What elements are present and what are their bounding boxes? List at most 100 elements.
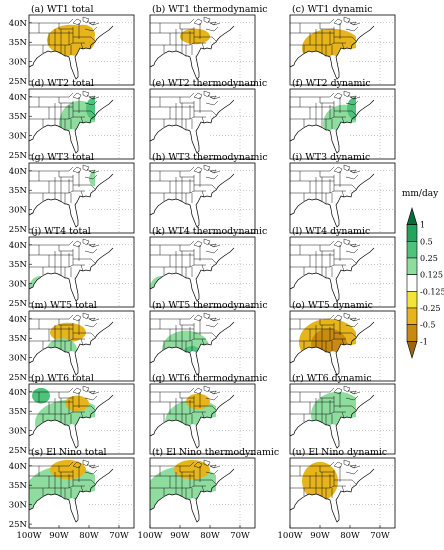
state-border <box>29 92 74 98</box>
state-border <box>73 405 96 411</box>
state-border <box>73 332 96 338</box>
state-border <box>341 411 345 419</box>
lake-outline <box>209 21 217 26</box>
state-border <box>316 42 346 46</box>
state-border <box>201 42 205 50</box>
anomaly-blob <box>186 393 210 410</box>
coastline <box>289 321 375 376</box>
state-border <box>194 332 217 338</box>
state-borders <box>290 164 361 204</box>
lat-tick-label: 35N <box>9 38 28 48</box>
coastline <box>289 247 375 302</box>
lat-tick-label: 30N <box>9 132 28 142</box>
lake-outline <box>193 461 203 469</box>
panel-frame <box>149 162 256 234</box>
lake-outline <box>343 16 351 24</box>
state-border <box>176 264 206 268</box>
state-border <box>84 26 98 32</box>
state-border <box>29 240 74 246</box>
state-border <box>319 23 334 30</box>
state-borders <box>150 385 221 425</box>
panel-background <box>150 15 255 85</box>
lake-outline <box>333 314 343 322</box>
lake-outline <box>193 92 203 100</box>
lat-tick-label: 30N <box>9 427 28 437</box>
panel-background <box>29 237 134 307</box>
state-border <box>150 387 195 393</box>
state-border <box>316 190 346 194</box>
anomaly-blob <box>50 460 86 480</box>
panel-frame <box>289 88 396 160</box>
state-border <box>194 405 217 411</box>
panel-background <box>29 89 134 159</box>
state-border <box>316 264 346 268</box>
lat-tick-label: 30N <box>9 354 28 364</box>
graticule <box>210 391 255 454</box>
lat-tick-label: 40N <box>9 93 28 103</box>
state-border <box>194 184 217 190</box>
state-borders <box>150 16 221 56</box>
state-border <box>80 116 84 124</box>
lat-tick-label: 25N <box>9 299 28 309</box>
lon-tick-label: 70W <box>109 531 129 541</box>
state-border <box>334 479 357 485</box>
graticule <box>350 244 395 307</box>
state-border <box>55 116 85 120</box>
coastline <box>289 468 375 523</box>
map-panel: (f) WT2 dynamic <box>289 78 396 160</box>
lon-tick-label: 70W <box>370 531 390 541</box>
state-borders <box>290 312 361 352</box>
state-borders <box>290 16 361 56</box>
panel-title: (b) WT1 thermodynamic <box>152 4 268 15</box>
panel-background <box>150 89 255 159</box>
state-border <box>150 92 195 98</box>
state-border <box>176 485 206 489</box>
panel-title: (o) WT5 dynamic <box>292 300 373 311</box>
graticule <box>350 96 395 159</box>
state-borders <box>290 385 361 425</box>
state-border <box>345 322 359 328</box>
state-border <box>194 110 217 116</box>
state-border <box>80 190 84 198</box>
coastline <box>149 99 235 154</box>
lat-tick-label: 40N <box>9 19 28 29</box>
coastline <box>149 394 235 449</box>
panel-title: (l) WT4 dynamic <box>292 226 370 237</box>
lake-outline <box>343 385 351 393</box>
lake-outline <box>209 317 217 322</box>
lake-outline <box>193 166 203 174</box>
state-border <box>84 469 98 475</box>
map-panel: (h) WT3 thermodynamic <box>149 152 268 234</box>
lon-tick-label: 80W <box>340 531 360 541</box>
anomaly-blob <box>174 460 210 480</box>
state-border <box>179 466 194 473</box>
state-border <box>290 314 335 320</box>
coastline <box>149 25 235 80</box>
state-border <box>179 245 194 252</box>
lake-outline <box>333 166 343 174</box>
state-borders <box>290 90 361 130</box>
lake-outline <box>343 238 351 246</box>
state-border <box>73 110 96 116</box>
map-panel: (t) El Nino thermodynamic 100W 90W 80W 70W <box>138 447 280 541</box>
map-panel: (l) WT4 dynamic <box>289 226 396 308</box>
state-border <box>205 248 219 254</box>
anomaly-field <box>47 24 95 56</box>
state-border <box>201 264 205 272</box>
map-panel: (k) WT4 thermodynamic <box>149 226 267 308</box>
map-panel: (b) WT1 thermodynamic <box>149 4 268 86</box>
anomaly-blob <box>71 24 95 45</box>
panel-title: (p) WT6 total <box>31 373 94 384</box>
coastline <box>289 99 375 154</box>
state-border <box>150 461 195 467</box>
panel-title: (e) WT2 thermodynamic <box>152 78 267 89</box>
panel-frame <box>289 457 396 529</box>
colorbar-tick-label: -0.125 <box>420 287 444 296</box>
lake-outline <box>193 240 203 248</box>
state-border <box>334 258 357 264</box>
lake-outline <box>82 16 90 24</box>
panel-frame <box>28 457 135 529</box>
panel-background <box>29 311 134 381</box>
graticule <box>350 391 395 454</box>
lake-outline <box>72 92 82 100</box>
